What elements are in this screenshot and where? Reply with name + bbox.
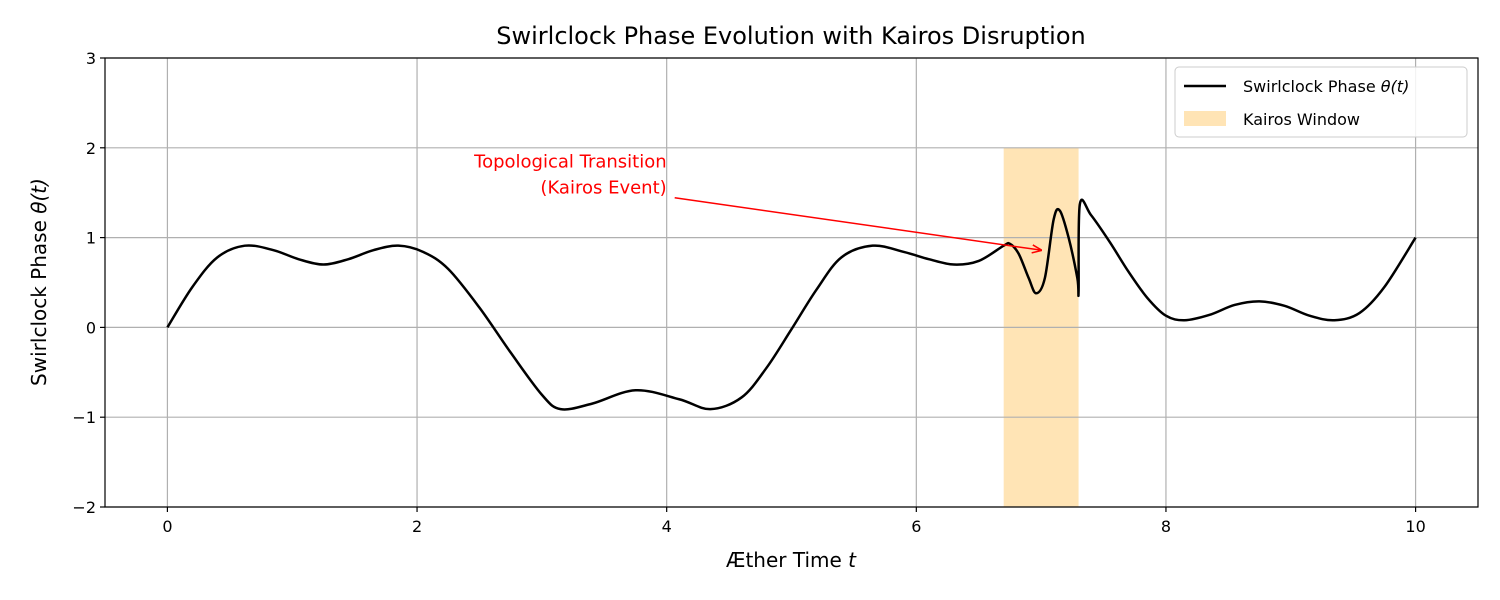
y-tick-label: −2 (72, 498, 96, 517)
x-tick-label: 10 (1405, 517, 1425, 536)
x-axis-label: Æther Time t (726, 548, 857, 572)
y-tick-label: 1 (86, 229, 96, 248)
legend-label-kairos: Kairos Window (1243, 110, 1360, 129)
x-tick-label: 0 (162, 517, 172, 536)
legend-shade-swatch (1184, 111, 1226, 126)
annotation-text: Topological Transition (Kairos Event) (473, 152, 667, 199)
series-layer (166, 198, 1417, 411)
x-tick-label: 8 (1161, 517, 1171, 536)
annotation-layer: Topological Transition (Kairos Event) (473, 152, 1041, 250)
legend-box (1174, 66, 1468, 138)
x-tick-label: 6 (911, 517, 921, 536)
y-tick-label: 3 (86, 49, 96, 68)
x-tick-label: 2 (412, 517, 422, 536)
legend: Swirlclock Phase θ(t) Kairos Window (1174, 66, 1468, 138)
plot-frame (104, 57, 1479, 508)
chart-title: Swirlclock Phase Evolution with Kairos D… (496, 22, 1086, 50)
tick-layer: 0 2 4 6 8 10 −2 −1 0 1 2 3 (72, 49, 1425, 536)
x-tick-label: 4 (662, 517, 672, 536)
series-line-phase (166, 198, 1417, 411)
y-tick-label: 0 (86, 318, 96, 337)
y-axis-label: Swirlclock Phase θ(t) (27, 178, 51, 386)
annotation-arrow (674, 196, 1041, 250)
y-tick-label: 2 (86, 139, 96, 158)
y-tick-label: −1 (72, 408, 96, 427)
legend-label-phase: Swirlclock Phase θ(t) (1243, 77, 1409, 96)
